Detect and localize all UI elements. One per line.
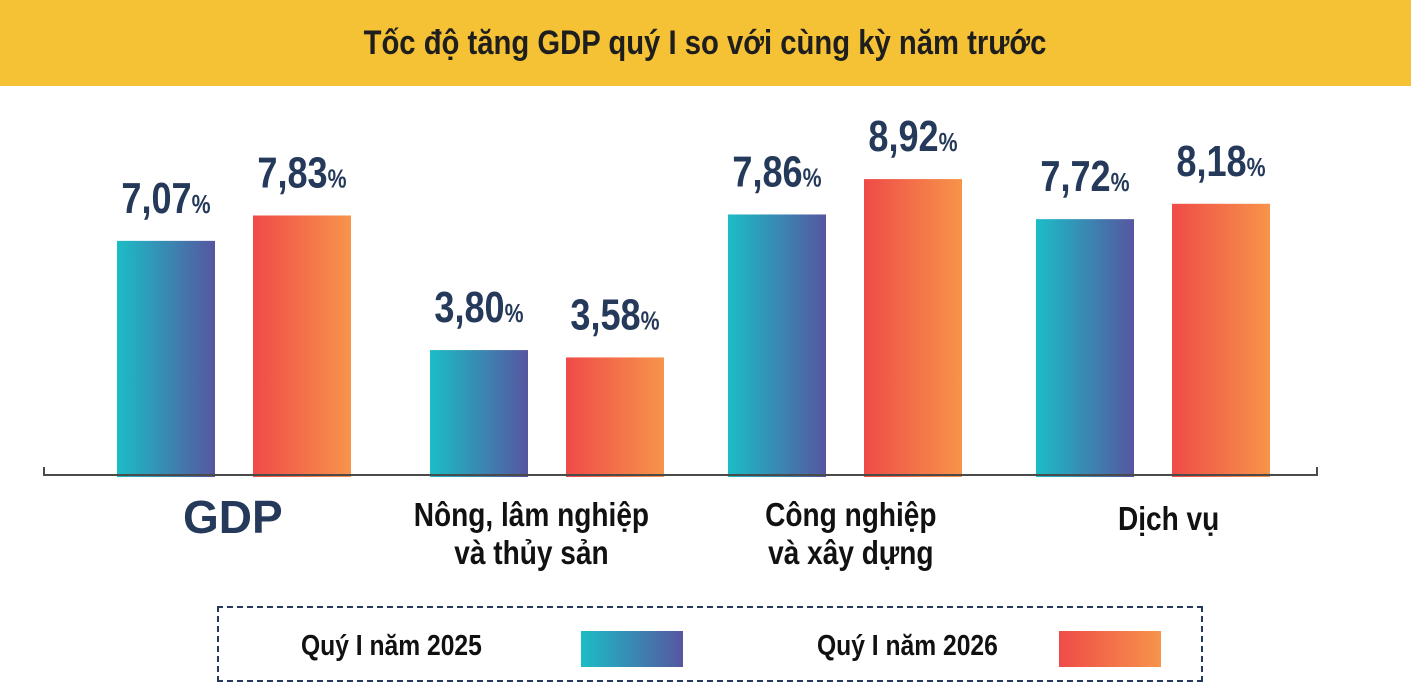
bar-gdp-2026 — [253, 215, 351, 477]
category-label-nong-lam-thuy-san: Nông, lâm nghiệp và thủy sản — [413, 496, 648, 572]
category-label-line: Dịch vụ — [1117, 500, 1219, 537]
legend-swatch-2025 — [581, 631, 683, 667]
category-label-line: và thủy sản — [453, 534, 609, 571]
legend-label-2026: Quý I năm 2026 — [817, 630, 998, 662]
chart-title: Tốc độ tăng GDP quý I so với cùng kỳ năm… — [364, 23, 1047, 62]
value-label-gdp-2026: 7,83% — [257, 148, 346, 197]
bar-gdp-2025 — [117, 240, 215, 477]
value-label-dich-vu-2025: 7,72% — [1040, 152, 1129, 201]
title-bar: Tốc độ tăng GDP quý I so với cùng kỳ năm… — [0, 0, 1411, 86]
value-label-nong-lam-thuy-san-2026: 3,58% — [570, 290, 659, 339]
category-label-line: GDP — [183, 491, 283, 543]
bar-chart: 7,07% 7,83% 3,80% 3,58% 7,86% 8,92% 7,72% 8,18% — [43, 112, 1318, 478]
x-axis-line — [43, 467, 1318, 476]
value-label-nong-lam-thuy-san-2025: 3,80% — [434, 283, 523, 332]
bar-cong-nghiep-xay-dung-2025 — [728, 214, 826, 477]
bar-nong-lam-thuy-san-2026 — [566, 357, 664, 477]
category-label-dich-vu: Dịch vụ — [1117, 500, 1218, 538]
legend-swatch-2026 — [1059, 631, 1161, 667]
bar-cong-nghiep-xay-dung-2026 — [864, 179, 962, 477]
category-label-line: và xây dựng — [768, 534, 934, 571]
legend-label-2025: Quý I năm 2025 — [301, 630, 482, 662]
value-label-gdp-2025: 7,07% — [121, 173, 210, 222]
category-label-cong-nghiep-xay-dung: Công nghiệp và xây dựng — [765, 496, 936, 572]
category-label-line: Công nghiệp — [765, 496, 937, 533]
bar-dich-vu-2026 — [1172, 203, 1270, 477]
value-label-dich-vu-2026: 8,18% — [1176, 136, 1265, 185]
value-label-cong-nghiep-xay-dung-2025: 7,86% — [732, 147, 821, 196]
category-label-gdp: GDP — [183, 492, 283, 542]
category-label-line: Nông, lâm nghiệp — [413, 496, 649, 533]
bar-dich-vu-2025 — [1036, 219, 1134, 478]
legend: Quý I năm 2025 Quý I năm 2026 — [217, 606, 1203, 682]
bar-nong-lam-thuy-san-2025 — [430, 350, 528, 477]
value-label-cong-nghiep-xay-dung-2026: 8,92% — [868, 112, 957, 161]
